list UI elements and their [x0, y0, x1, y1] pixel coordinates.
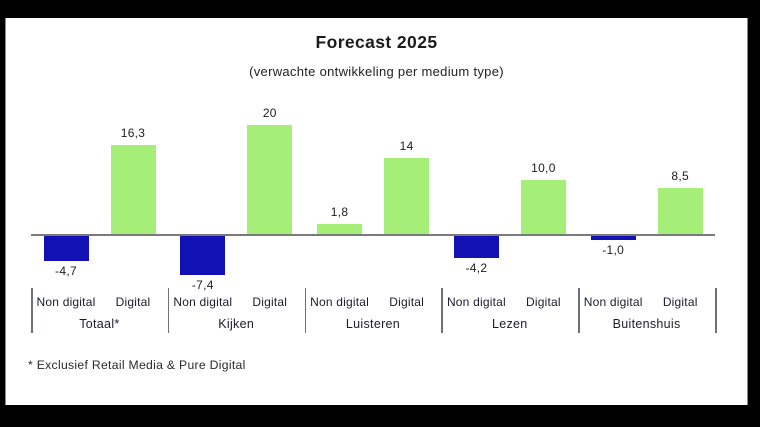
- group-separator: [31, 288, 33, 333]
- bar: [590, 235, 636, 241]
- bar-value-label: -4,7: [55, 263, 77, 278]
- bar: [657, 187, 703, 234]
- bar-chart: -4,7 Non digital 16,3 Digital Totaal* -7,4 Non…: [6, 18, 747, 405]
- series-label: Digital: [115, 295, 151, 309]
- series-label: Non digital: [310, 295, 370, 309]
- bar: [317, 224, 363, 234]
- series-label: Non digital: [446, 295, 506, 309]
- bar-value-label: -4,2: [465, 260, 488, 275]
- bar: [43, 235, 89, 261]
- bar-value-label: 20: [262, 106, 277, 120]
- group-separator: [167, 288, 170, 333]
- series-label: Digital: [662, 295, 698, 309]
- group-separator: [304, 288, 307, 333]
- bar-value-label: 8,5: [671, 168, 689, 183]
- group-separator: [715, 288, 717, 333]
- bar-value-label: 14: [399, 138, 414, 153]
- series-label: Non digital: [36, 295, 96, 309]
- bar: [384, 157, 430, 234]
- group-separator: [578, 288, 580, 333]
- chart-subtitle: (verwachte ontwikkeling per medium type): [249, 64, 504, 79]
- zero-axis-line: [31, 234, 715, 236]
- series-label: Digital: [526, 295, 561, 309]
- bar: [520, 179, 566, 234]
- bar: [180, 235, 226, 276]
- series-label: Digital: [389, 295, 424, 309]
- group-label: Luisteren: [345, 317, 401, 331]
- bar-value-label: 16,3: [120, 126, 146, 141]
- group-separator: [441, 288, 443, 333]
- bar: [110, 145, 156, 234]
- series-label: Non digital: [173, 295, 233, 309]
- chart-title: Forecast 2025: [315, 32, 438, 52]
- bar-value-label: 10,0: [531, 160, 556, 175]
- footnote: * Exclusief Retail Media & Pure Digital: [28, 358, 246, 372]
- bar: [453, 235, 499, 258]
- group-label: Totaal*: [79, 317, 120, 331]
- chart-panel: Forecast 2025 (verwachte ontwikkeling pe…: [5, 18, 748, 405]
- group-label: Lezen: [492, 317, 528, 331]
- series-label: Digital: [252, 295, 288, 309]
- bar-value-label: -7,4: [191, 278, 214, 293]
- bar-value-label: -1,0: [602, 243, 625, 258]
- series-label: Non digital: [583, 295, 643, 309]
- bar: [247, 125, 293, 234]
- group-label: Kijken: [218, 317, 255, 331]
- bar-value-label: 1,8: [330, 205, 349, 220]
- group-label: Buitenshuis: [612, 317, 681, 331]
